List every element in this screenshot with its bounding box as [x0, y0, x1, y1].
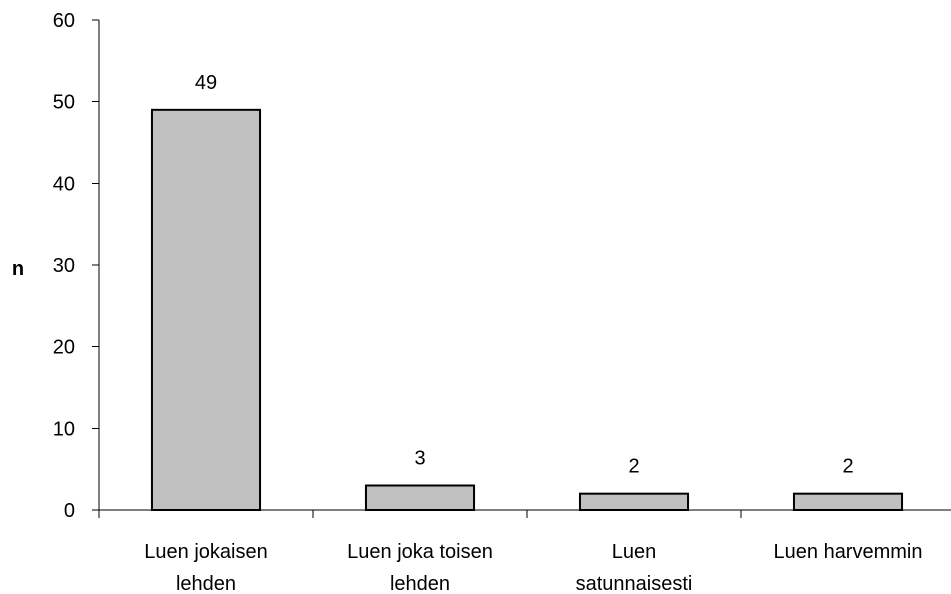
- bar: [578, 492, 690, 511]
- category-labels: Luen jokaisen lehden Luen joka toisen lehde…: [144, 541, 922, 594]
- y-tick-label: 40: [53, 173, 75, 195]
- y-tick-label: 0: [64, 500, 75, 522]
- bar: [364, 484, 476, 511]
- data-label: 2: [628, 456, 639, 478]
- category-label: Luen jokaisen: [144, 541, 267, 563]
- data-label: 2: [842, 456, 853, 478]
- category-label: satunnaisesti: [576, 573, 693, 594]
- category-label: Luen joka toisen: [347, 541, 493, 563]
- y-axis-ticks: 0 10 20 30 40 50 60: [53, 10, 99, 522]
- y-tick-label: 10: [53, 418, 75, 440]
- bar: [150, 108, 262, 511]
- y-axis-label: n: [12, 258, 24, 280]
- data-label: 3: [414, 448, 425, 470]
- category-label: lehden: [390, 573, 450, 594]
- y-tick-label: 50: [53, 92, 75, 114]
- category-label: Luen harvemmin: [774, 541, 923, 563]
- bar: [792, 492, 904, 511]
- data-label: 49: [195, 72, 217, 94]
- y-tick-label: 60: [53, 10, 75, 32]
- category-label: Luen: [612, 541, 657, 563]
- bars: [150, 108, 904, 511]
- y-tick-label: 20: [53, 337, 75, 359]
- category-label: lehden: [176, 573, 236, 594]
- data-labels: 49 3 2 2: [195, 72, 854, 478]
- y-tick-label: 30: [53, 255, 75, 277]
